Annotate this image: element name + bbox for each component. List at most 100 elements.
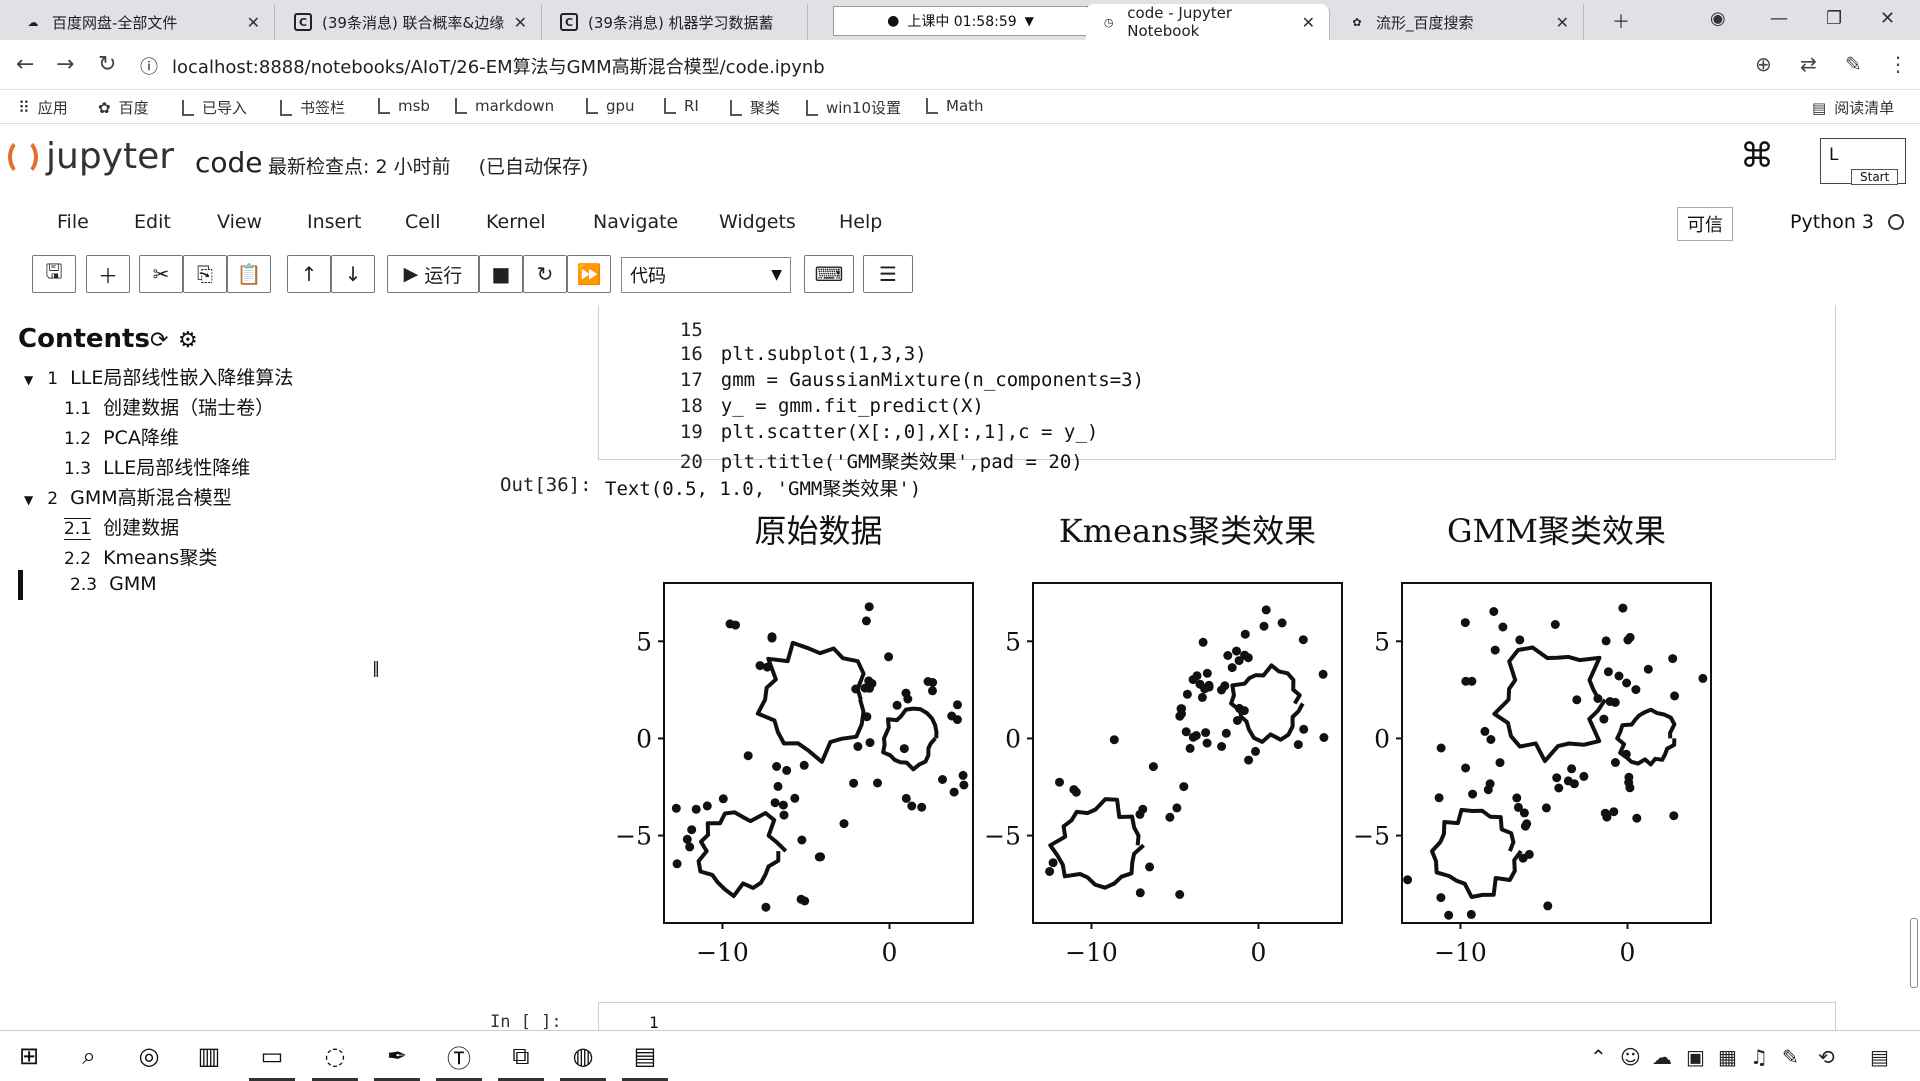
cloud-icon[interactable]: ☁	[1652, 1045, 1672, 1069]
profile-icon[interactable]: ◉	[1710, 8, 1726, 29]
translate-icon[interactable]: ⇄	[1800, 52, 1817, 76]
toc-item-1-1[interactable]: 1.1 创建数据（瑞士卷）	[64, 393, 274, 420]
ime-icon[interactable]: ⟲	[1818, 1045, 1835, 1069]
menu-navigate[interactable]: Navigate	[593, 211, 679, 233]
restore-icon[interactable]: ❐	[1826, 8, 1843, 29]
save-button[interactable]: 🖫	[32, 255, 76, 293]
window-close-icon[interactable]: ✕	[1880, 8, 1896, 29]
command-palette-button[interactable]: ⌨	[804, 255, 854, 293]
next-code-cell[interactable]: 1	[598, 1002, 1836, 1032]
close-icon[interactable]: ✕	[246, 12, 260, 32]
cell-type-select[interactable]: 代码 ▼	[621, 257, 791, 293]
task-view-icon[interactable]: ▥	[197, 1042, 221, 1070]
pen-icon[interactable]: ✎	[1782, 1045, 1799, 1069]
bookmark-folder[interactable]: Math	[926, 97, 984, 115]
tray-app-icon[interactable]: ☺	[1620, 1045, 1641, 1069]
menu-help[interactable]: Help	[839, 211, 883, 233]
search-icon[interactable]: ⌕	[82, 1042, 96, 1070]
copy-button[interactable]: ⎘	[183, 255, 227, 293]
new-tab-icon[interactable]: ＋	[1612, 12, 1630, 33]
browser-icon[interactable]: ◌	[312, 1039, 358, 1081]
bookmark-folder[interactable]: markdown	[455, 97, 554, 115]
logout-box[interactable]: L Start	[1820, 138, 1906, 185]
file-explorer-icon[interactable]: ▭	[249, 1039, 295, 1081]
menu-widgets[interactable]: Widgets	[719, 211, 796, 233]
restart-button[interactable]: ↻	[523, 255, 567, 293]
gear-icon[interactable]: ⚙	[178, 328, 198, 353]
insert-cell-button[interactable]: ＋	[86, 255, 130, 293]
bookmark-folder[interactable]: 已导入	[182, 97, 247, 118]
volume-icon[interactable]: ♫	[1750, 1045, 1768, 1069]
toc-toggle-button[interactable]: ☰	[863, 255, 913, 293]
network-icon[interactable]: ▣	[1686, 1045, 1705, 1069]
jupyter-logo[interactable]: jupyter	[8, 136, 174, 177]
resize-handle-icon[interactable]: ‖	[372, 658, 380, 677]
toc-item-2-1[interactable]: 2.1 创建数据	[64, 513, 179, 540]
recording-badge[interactable]: ● 上课中 01:58:59 ▼	[833, 6, 1088, 36]
scatter-point	[901, 793, 911, 803]
reload-icon[interactable]: ↻	[98, 52, 117, 77]
close-icon[interactable]: ✕	[1301, 12, 1315, 32]
toc-item-2[interactable]: ▼ 2 GMM高斯混合模型	[24, 483, 232, 510]
notebook-name[interactable]: code	[195, 146, 263, 179]
tab-csdn-2[interactable]: C (39条消息) 机器学习数据蓄	[546, 4, 808, 40]
snipaste-icon[interactable]: ▤	[622, 1039, 668, 1081]
notification-icon[interactable]: ▤	[1870, 1045, 1889, 1069]
windows-icon[interactable]: ⊞	[18, 1042, 40, 1070]
code-cell[interactable]: 15 16 plt.subplot(1,3,3) 17 gmm = Gaussian…	[598, 305, 1836, 473]
tab-csdn-1[interactable]: C (39条消息) 联合概率&边缘 ✕	[280, 4, 542, 40]
more-menu-icon[interactable]: ⋮	[1888, 52, 1908, 76]
extension-icon[interactable]: ✎	[1845, 52, 1862, 76]
bookmark-folder[interactable]: RI	[664, 97, 699, 115]
chrome-icon[interactable]: ◍	[560, 1039, 606, 1081]
tray-expand-icon[interactable]: ⌃	[1590, 1045, 1607, 1069]
tab-baidu-pan[interactable]: ☁ 百度网盘-全部文件 ✕	[10, 4, 275, 40]
menu-cell[interactable]: Cell	[405, 211, 441, 233]
bookmark-folder[interactable]: gpu	[586, 97, 635, 115]
toc-item-1-2[interactable]: 1.2 PCA降维	[64, 423, 179, 450]
toc-item-1-3[interactable]: 1.3 LLE局部线性降维	[64, 453, 250, 480]
menu-edit[interactable]: Edit	[134, 211, 171, 233]
bookmark-folder[interactable]: msb	[378, 97, 430, 115]
cut-button[interactable]: ✂	[139, 255, 183, 293]
close-icon[interactable]: ✕	[513, 12, 527, 32]
start-button[interactable]: Start	[1851, 169, 1899, 185]
menu-kernel[interactable]: Kernel	[486, 211, 546, 233]
toc-item-2-2[interactable]: 2.2 Kmeans聚类	[64, 543, 217, 570]
bookmark-folder[interactable]: win10设置	[806, 97, 901, 118]
reading-list[interactable]: ▤ 阅读清单	[1812, 97, 1894, 118]
pen-tool-icon[interactable]: ✒	[374, 1039, 420, 1081]
back-arrow-icon[interactable]: ←	[16, 52, 35, 77]
close-icon[interactable]: ✕	[1555, 12, 1569, 32]
trusted-indicator[interactable]: 可信	[1677, 207, 1733, 241]
page-scrollbar[interactable]	[1910, 298, 1920, 1028]
menu-view[interactable]: View	[217, 211, 263, 233]
tab-baidu-search[interactable]: ✿ 流形_百度搜索 ✕	[1334, 4, 1584, 40]
pycharm-icon[interactable]: ⧉	[498, 1039, 544, 1081]
move-up-button[interactable]: ↑	[287, 255, 331, 293]
refresh-icon[interactable]: ⟳	[150, 328, 169, 353]
toc-item-1[interactable]: ▼ 1 LLE局部线性嵌入降维算法	[24, 363, 293, 390]
tab-jupyter[interactable]: ◷ code - Jupyter Notebook ✕	[1086, 4, 1330, 40]
toc-item-2-3[interactable]: 2.3 GMM	[70, 573, 157, 595]
minimize-icon[interactable]: —	[1770, 8, 1788, 29]
bookmark-folder[interactable]: 书签栏	[280, 97, 345, 118]
interrupt-button[interactable]: ■	[479, 255, 523, 293]
bookmark-apps[interactable]: ⠿ 应用	[18, 97, 68, 118]
menu-insert[interactable]: Insert	[307, 211, 362, 233]
zoom-icon[interactable]: ⊕	[1755, 52, 1772, 76]
paste-button[interactable]: 📋	[227, 255, 271, 293]
run-button[interactable]: ▶ 运行	[387, 255, 479, 293]
bookmark-baidu[interactable]: ✿ 百度	[98, 97, 149, 118]
display-icon[interactable]: ▦	[1718, 1045, 1737, 1069]
cortana-icon[interactable]: ◎	[138, 1042, 160, 1070]
bookmark-folder[interactable]: 聚类	[730, 97, 780, 118]
move-down-button[interactable]: ↓	[331, 255, 375, 293]
kernel-indicator[interactable]: Python 3	[1790, 211, 1904, 233]
menu-file[interactable]: File	[57, 211, 89, 233]
scrollbar-thumb[interactable]	[1910, 918, 1918, 988]
restart-run-all-button[interactable]: ⏩	[567, 255, 611, 293]
url-field[interactable]: ⓘ localhost:8888/notebooks/AIoT/26-EM算法与…	[140, 50, 1510, 82]
forward-arrow-icon[interactable]: →	[56, 52, 75, 77]
typora-icon[interactable]: Ⓣ	[436, 1039, 482, 1081]
